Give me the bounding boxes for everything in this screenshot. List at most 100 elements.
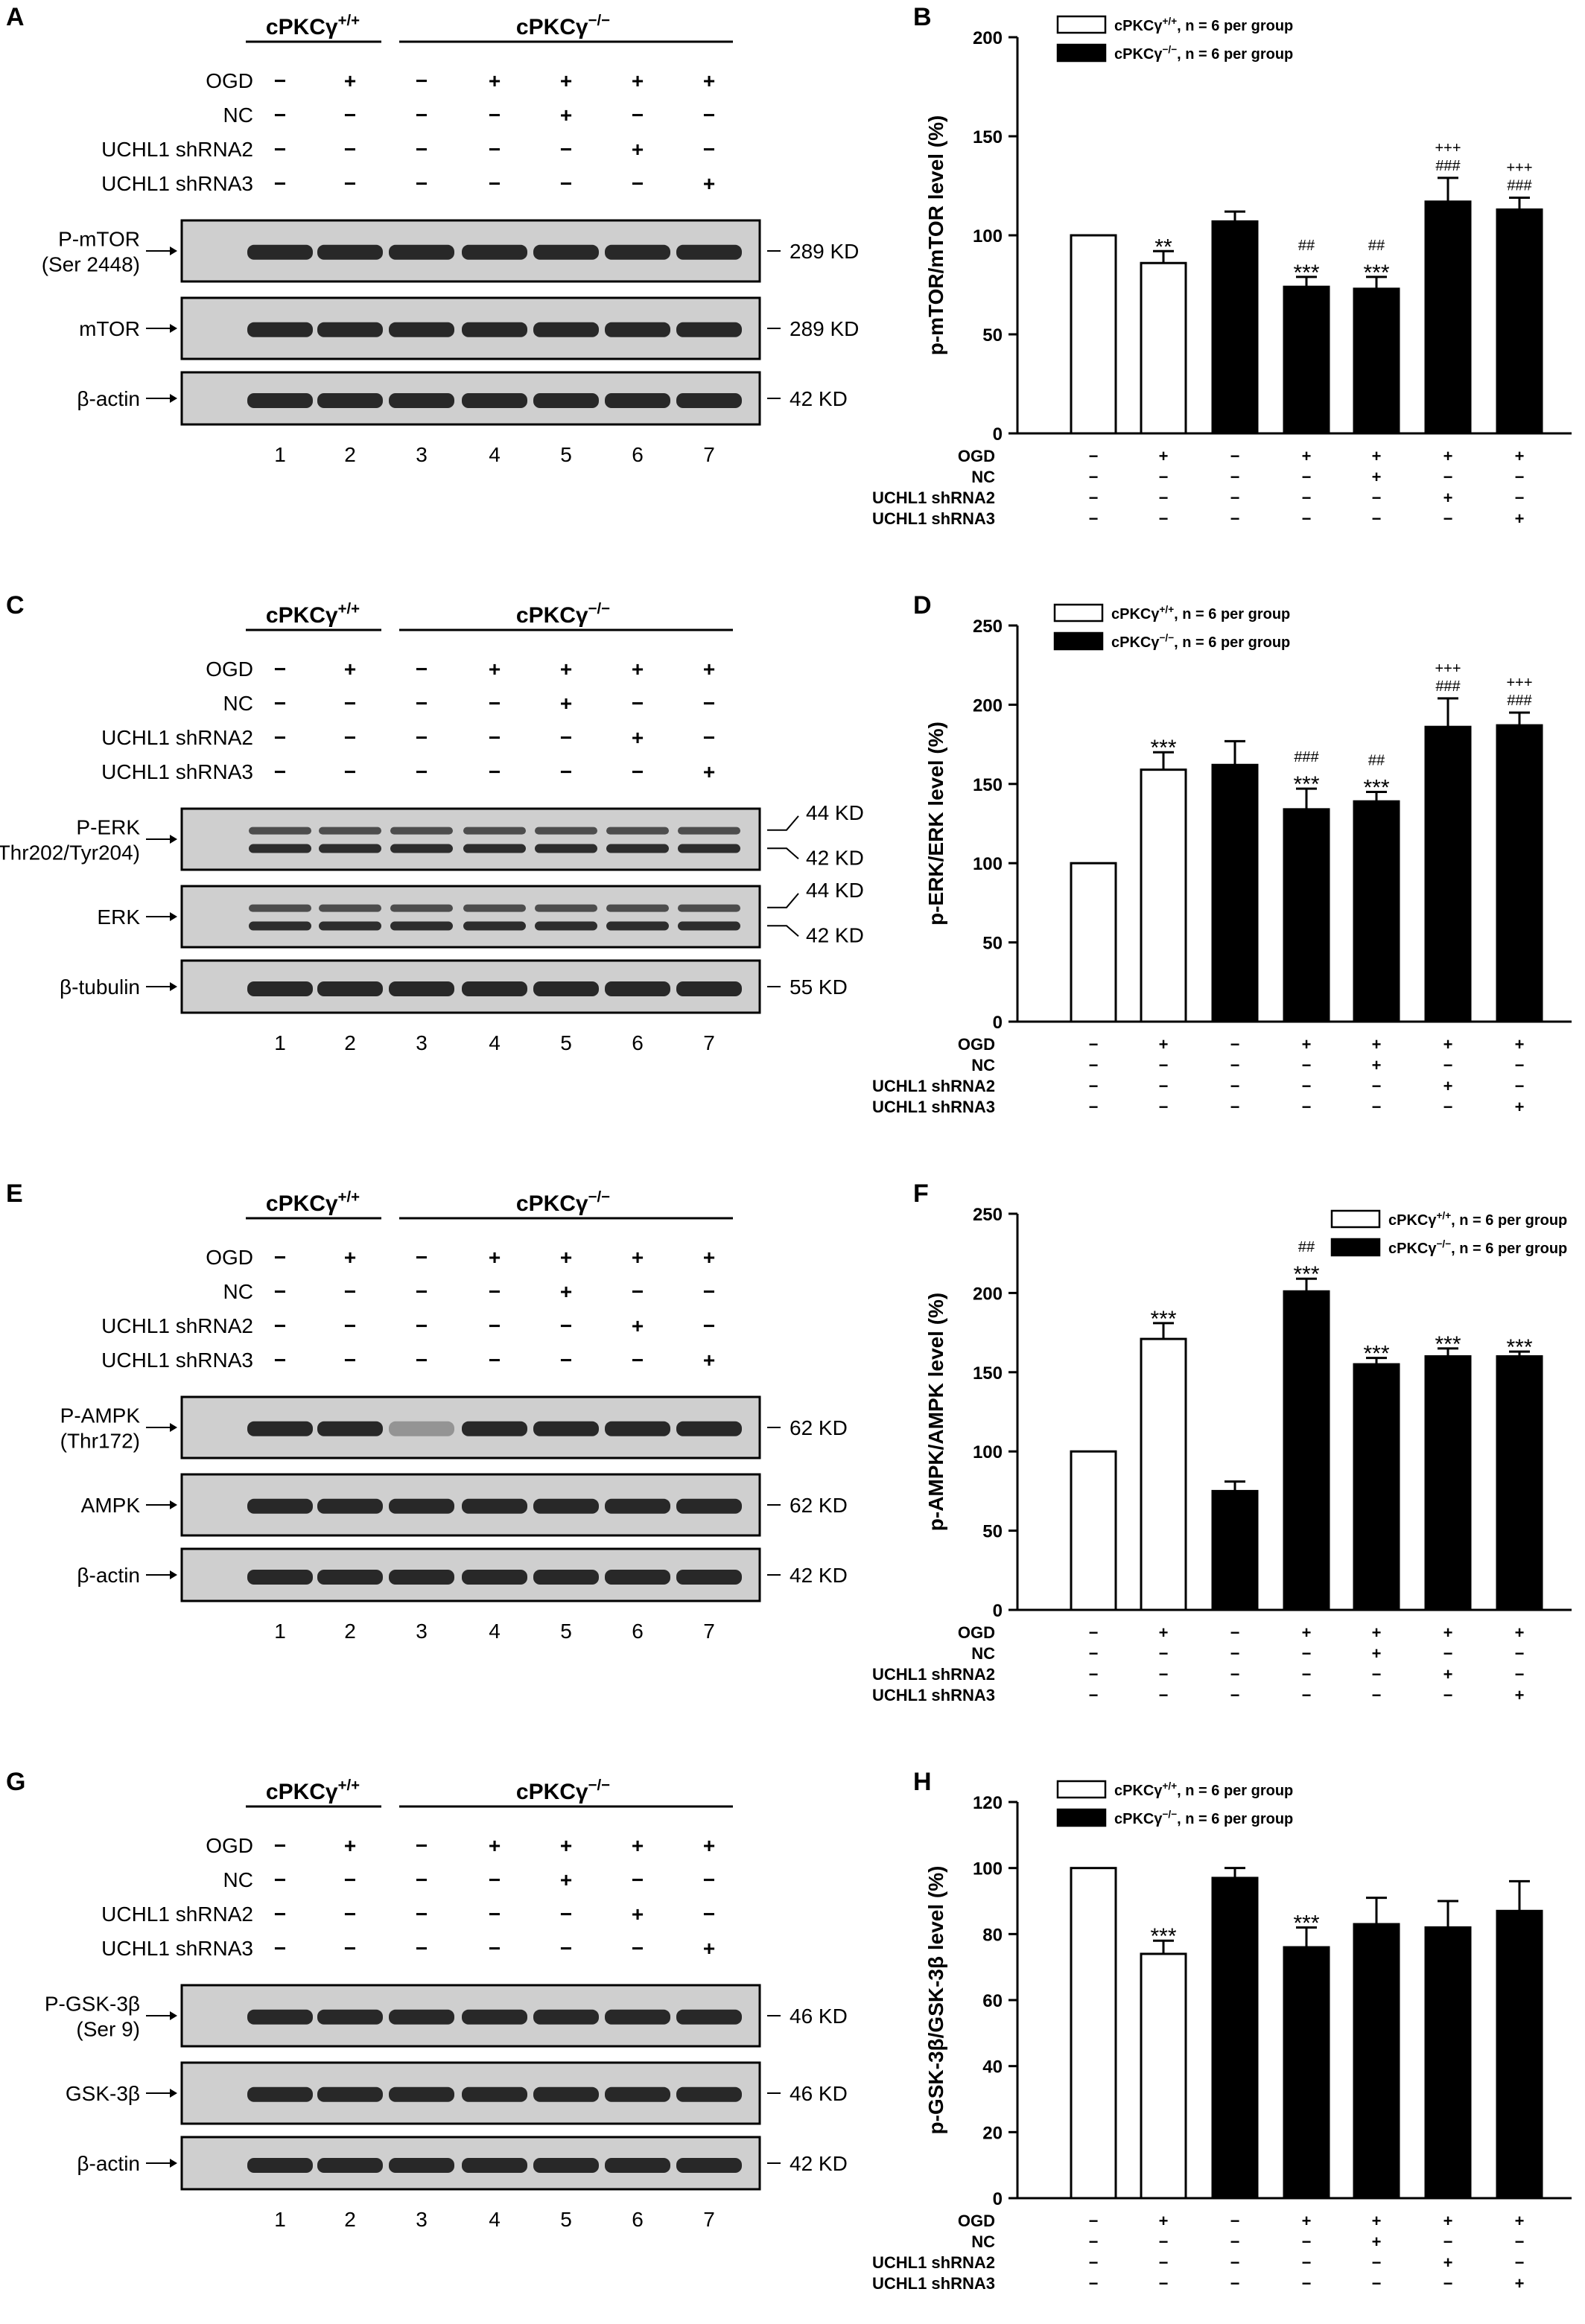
panel-letter-c: C [6,591,25,620]
condition-sign: − [1443,2232,1453,2251]
kd-label: 62 KD [790,1416,848,1439]
band-label: P-AMPK [60,1404,141,1427]
blot-band [317,981,383,996]
blot-band [605,393,670,408]
kd-label: 289 KD [790,317,859,340]
blot-band [317,1421,383,1436]
blot-strip: P-AMPK(Thr172) 62 KD [60,1395,848,1459]
condition-sign: − [632,1280,644,1303]
blot-band [247,2086,313,2102]
group-label-ko: cPKCγ−/− [516,601,610,628]
condition-sign: + [1372,1056,1382,1075]
condition-sign: − [1159,2232,1169,2251]
condition-sign: − [1230,2212,1240,2230]
condition-sign: − [416,658,428,681]
condition-sign: − [416,1314,428,1337]
band-label: P-mTOR [58,227,140,250]
condition-sign: + [1443,1623,1453,1642]
bar [1070,862,1117,1023]
kd-label: 42 KD [806,846,864,869]
blot-band [319,827,381,835]
condition-sign: − [274,1246,286,1269]
blot-band [535,921,597,931]
condition-sign: − [1159,488,1169,507]
condition-sign: + [1443,488,1453,507]
arrowhead-icon [170,835,177,844]
y-tick-label: 200 [973,1284,1003,1304]
blot-band [249,827,311,835]
significance-mark: *** [1150,1307,1176,1331]
condition-sign: + [632,726,644,749]
arrowhead-icon [170,982,177,991]
blot-band [676,244,742,260]
blot-strip: P-mTOR(Ser 2448) 289 KD [42,219,859,283]
blot-band [533,2158,599,2173]
condition-sign: − [416,1937,428,1960]
condition-sign: − [416,1280,428,1303]
condition-label: UCHL1 shRNA3 [872,1098,995,1116]
condition-sign: − [1302,509,1312,528]
condition-sign: − [560,172,572,195]
condition-sign: − [1230,468,1240,486]
condition-sign: − [1089,468,1099,486]
condition-sign: + [632,658,644,681]
y-tick-label: 50 [982,1522,1003,1542]
blot-band [533,1498,599,1514]
condition-sign: − [1302,1077,1312,1095]
condition-sign: − [489,1314,501,1337]
legend-swatch-ko [1330,1238,1381,1257]
condition-label: UCHL1 shRNA2 [872,488,995,507]
kd-label: 46 KD [790,2082,848,2105]
lane-number: 7 [703,1620,715,1643]
condition-sign: − [1159,1665,1169,1684]
significance-mark: *** [1363,261,1389,285]
condition-sign: + [1443,2253,1453,2272]
lane-number: 1 [274,2208,286,2231]
condition-sign: − [489,1280,501,1303]
bar [1211,1876,1259,2200]
condition-sign: − [1302,1665,1312,1684]
condition-label: UCHL1 shRNA2 [101,1314,253,1337]
blot-band [533,393,599,408]
condition-sign: − [489,1349,501,1372]
blot-band [462,322,527,337]
condition-sign: − [344,104,356,127]
condition-sign: − [560,1349,572,1372]
condition-sign: + [1515,2212,1525,2230]
y-tick-label: 150 [973,127,1003,147]
condition-sign: − [1159,1644,1169,1663]
blot-strip: mTOR 289 KD [79,296,859,360]
condition-sign: − [1089,1098,1099,1116]
blot-band [676,981,742,996]
condition-sign: − [344,726,356,749]
group-label-ko: cPKCγ−/− [516,13,610,39]
significance-mark: ### [1435,678,1461,695]
condition-sign: + [632,1246,644,1269]
significance-mark: +++ [1506,159,1532,176]
bar [1496,1909,1543,2200]
condition-sign: + [560,1280,572,1303]
condition-label: UCHL1 shRNA3 [101,172,253,195]
condition-sign: + [560,1834,572,1857]
condition-label: OGD [206,1834,253,1857]
blot-band [533,981,599,996]
group-label-wt: cPKCγ+/+ [266,1777,360,1804]
condition-sign: − [489,1868,501,1891]
blot-band [535,904,597,912]
lane-number: 3 [416,443,428,466]
condition-sign: − [1372,1077,1382,1095]
blot-band [317,1570,383,1585]
y-tick-label: 0 [993,424,1003,445]
blot-band [463,827,526,835]
group-label-wt: cPKCγ+/+ [266,601,360,628]
condition-sign: − [344,172,356,195]
condition-sign: − [1515,2232,1525,2251]
y-axis-label: p-ERK/ERK level (%) [924,722,947,926]
condition-sign: + [489,1246,501,1269]
condition-sign: + [1443,1077,1453,1095]
blot-band [390,904,453,912]
group-label-wt: cPKCγ+/+ [266,1189,360,1216]
